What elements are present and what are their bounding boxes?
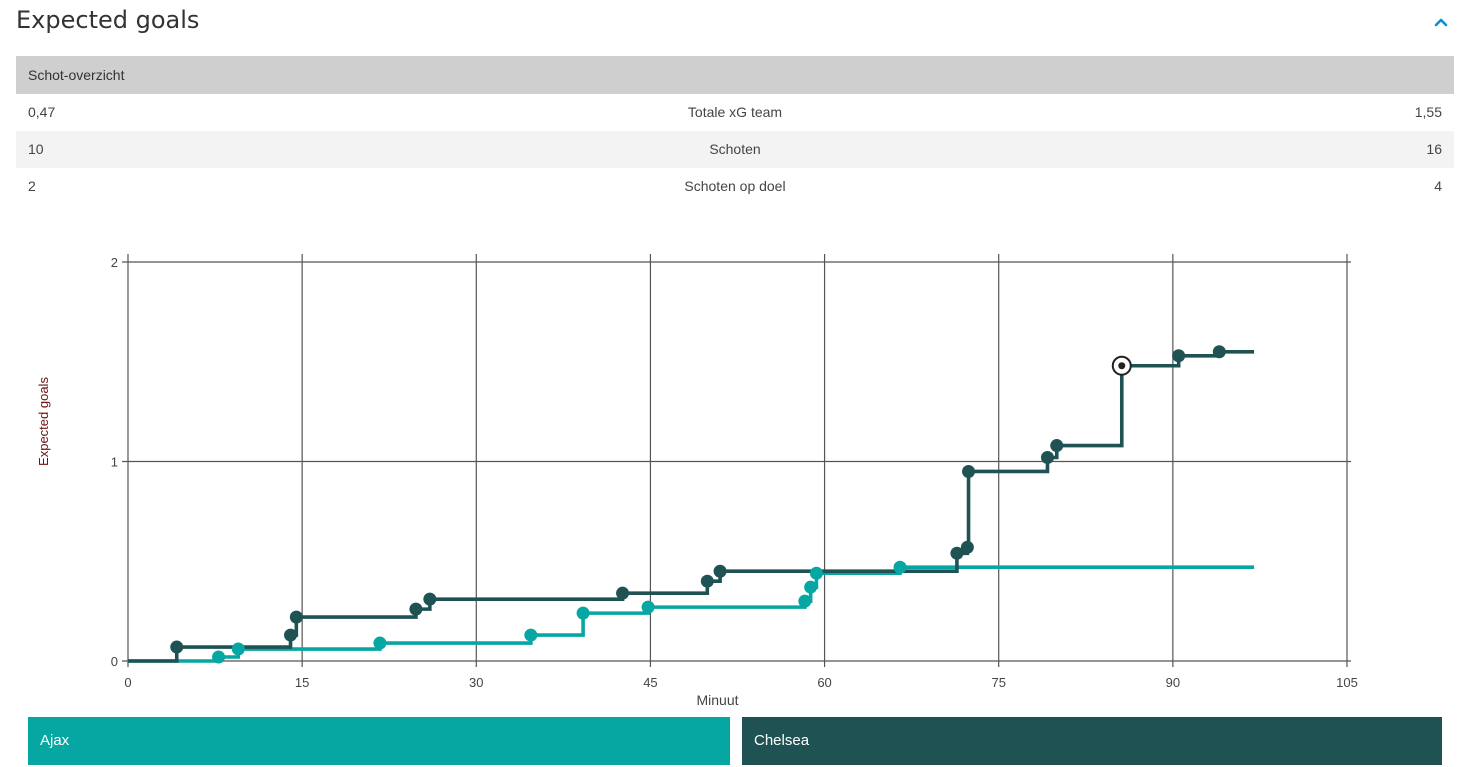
chelsea-shot-point: [700, 574, 714, 588]
ajax-value: 0,47: [28, 104, 56, 120]
xg-chart: 0 15 30 45 60 75 90 105 0 1 2 Minuut Expected goals: [36, 254, 1358, 708]
chelsea-shot-point: [1050, 439, 1064, 453]
ajax-value: 2: [28, 178, 36, 194]
chelsea-value: 16: [1426, 141, 1442, 157]
chelsea-value: 1,55: [1414, 104, 1442, 120]
ajax-shot-point: [524, 628, 538, 642]
y-tick-label: 1: [111, 455, 118, 470]
chelsea-shot-point: [170, 640, 184, 654]
x-tick-label: 0: [124, 675, 131, 690]
y-tick-label: 2: [111, 255, 118, 270]
ajax-shot-point: [804, 580, 818, 594]
chelsea-shot-point: [1172, 349, 1186, 363]
x-tick-label: 60: [817, 675, 831, 690]
x-axis-label: Minuut: [696, 692, 738, 708]
x-tick-label: 30: [469, 675, 483, 690]
table-row: 0,47 Totale xG team 1,55: [16, 94, 1454, 131]
ajax-shot-point: [641, 600, 655, 614]
chelsea-shot-point: [1212, 345, 1226, 359]
x-tick-label: 15: [295, 675, 309, 690]
chelsea-shot-point: [1040, 451, 1054, 465]
ajax-shot-point: [576, 606, 590, 620]
chelsea-value: 4: [1434, 178, 1442, 194]
legend-ajax-button[interactable]: Ajax: [28, 717, 730, 765]
y-tick-label: 0: [111, 654, 118, 669]
chelsea-shot-point: [950, 546, 964, 560]
ajax-shot-point: [212, 650, 226, 664]
panel-title: Expected goals: [16, 6, 200, 34]
chelsea-shot-point: [284, 628, 298, 642]
table-row: 2 Schoten op doel 4: [16, 168, 1454, 205]
goal-ball-center: [1118, 362, 1126, 370]
ajax-shot-point: [809, 566, 823, 580]
chelsea-shot-point: [289, 610, 303, 624]
row-label: Totale xG team: [687, 104, 783, 120]
chelsea-shot-point: [962, 464, 976, 478]
x-tick-label: 105: [1336, 675, 1358, 690]
chelsea-xg-line: [128, 349, 1255, 663]
legend-chelsea-button[interactable]: Chelsea: [742, 717, 1442, 765]
y-axis-label: Expected goals: [36, 377, 51, 466]
row-label: Schoten op doel: [684, 178, 786, 194]
x-tick-label: 75: [991, 675, 1005, 690]
ajax-shot-point: [231, 642, 245, 656]
shot-overview-table: Schot-overzicht 0,47 Totale xG team 1,55…: [16, 56, 1454, 205]
ajax-shot-point: [798, 594, 812, 608]
chelsea-shot-point: [616, 586, 630, 600]
table-row: 10 Schoten 16: [16, 131, 1454, 168]
row-label: Schoten: [709, 141, 761, 157]
x-tick-label: 90: [1166, 675, 1180, 690]
chelsea-shot-point: [409, 602, 423, 616]
ajax-shot-point: [373, 636, 387, 650]
chelsea-shot-point: [960, 540, 974, 554]
ajax-shot-point: [893, 560, 907, 574]
table-header: Schot-overzicht: [16, 56, 1454, 94]
ajax-value: 10: [28, 141, 44, 157]
x-tick-label: 45: [643, 675, 657, 690]
chelsea-shot-point: [423, 592, 437, 606]
chevron-up-icon[interactable]: [1430, 10, 1452, 32]
chelsea-shot-point: [713, 564, 727, 578]
